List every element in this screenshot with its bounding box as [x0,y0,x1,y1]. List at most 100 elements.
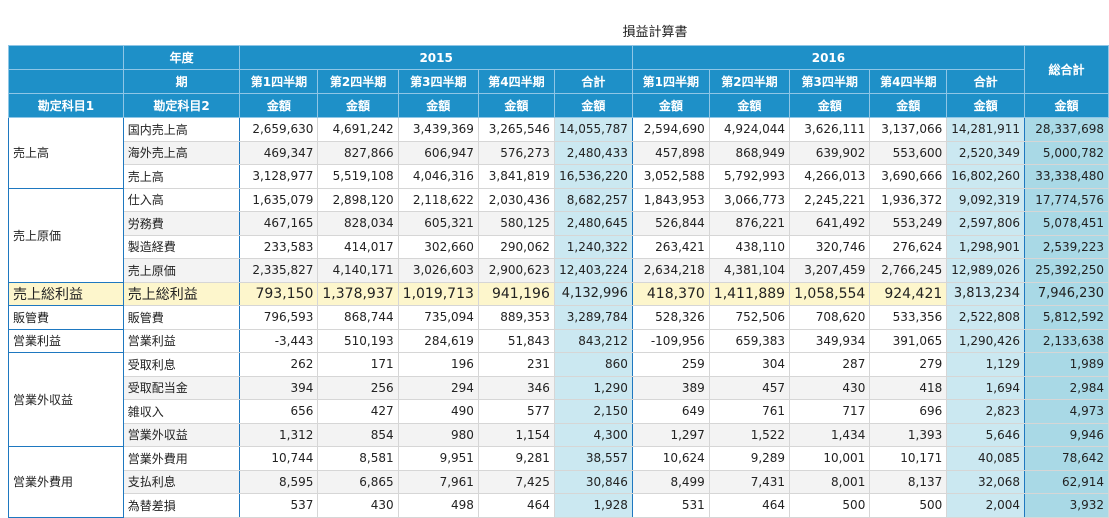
amount-cell: 1,019,713 [397,281,479,306]
amount-cell: 854 [317,422,399,447]
amount-cell: 30,846 [553,469,633,494]
amount-cell: 7,431 [708,469,791,494]
amount-cell: 40,085 [946,446,1025,471]
amount-cell: 2,984 [1023,375,1109,400]
amount-cell: 349,934 [789,328,871,353]
amount-cell: 924,421 [869,281,948,306]
amount-header: 金額 [1023,93,1109,118]
amount-cell: 62,914 [1023,469,1109,494]
amount-cell: 2,150 [553,399,633,424]
amount-cell: 6,865 [317,469,399,494]
amount-cell: 302,660 [397,234,479,259]
amount-cell: 2,480,645 [553,211,633,236]
amount-cell: 1,312 [239,422,319,447]
amount-cell: 10,001 [789,446,871,471]
amount-cell: 1,154 [477,422,555,447]
amount-cell: 231 [477,352,555,377]
subject-label: 製造経費 [122,234,241,259]
table-wrap: 年度 2015 2016 総合計期第1四半期 第2四半期 第3四半期 第4四半期 合計 第1四半… [8,45,1109,518]
amount-cell: 5,792,993 [708,164,791,189]
subject-label: 営業外費用 [122,446,241,471]
data-row: 営業外収益 受取利息 262 171 196 231 860 259 304 287 279 1,12… [8,352,1109,447]
amount-header: 金額 [708,93,791,118]
subject-label: 雑収入 [122,399,241,424]
amount-cell: 171 [317,352,399,377]
amount-header: 金額 [789,93,871,118]
amount-cell: -109,956 [631,328,710,353]
amount-cell: 287 [789,352,871,377]
amount-cell: 457 [708,375,791,400]
amount-cell: 1,843,953 [631,187,710,212]
amount-cell: 735,094 [397,305,479,330]
amount-cell: 294 [397,375,479,400]
header-cell: 年度 [122,45,241,70]
amount-cell: 7,425 [477,469,555,494]
subject-label: 営業利益 [122,328,241,353]
amount-cell: 708,620 [789,305,871,330]
amount-cell: 1,378,937 [317,281,399,306]
amount-cell: 2,480,433 [553,140,633,165]
amount-cell: 1,290 [553,375,633,400]
amount-cell: 3,265,546 [477,117,555,142]
amount-cell: 3,841,819 [477,164,555,189]
subject-label: 仕入高 [122,187,241,212]
data-row: 為替差損 537 430 498 464 1,928 531 464 500 500 2,004 3,… [9,493,1109,518]
period-header: 第2四半期 [708,69,791,94]
amount-cell: 1,290,426 [946,328,1025,353]
amount-cell: 500 [869,493,948,518]
amount-cell: 4,140,171 [317,258,399,283]
amount-cell: 490 [397,399,479,424]
amount-cell: 1,240,322 [553,234,633,259]
amount-cell: 889,353 [477,305,555,330]
amount-cell: 4,046,316 [397,164,479,189]
group-label: 営業外費用 [8,446,124,518]
amount-cell: 3,026,603 [397,258,479,283]
amount-cell: 457,898 [631,140,710,165]
amount-cell: 5,078,451 [1023,211,1109,236]
amount-cell: 3,289,784 [553,305,633,330]
amount-cell: 3,626,111 [789,117,871,142]
subject-label: 売上原価 [122,258,241,283]
data-row: 営業外費用 営業外費用 10,744 8,581 9,951 9,281 38,557 10,… [8,446,1109,518]
data-row: 売上原価 仕入高 1,635,079 2,898,120 2,118,622 2,030,… [8,187,1109,283]
subject-label: 売上高 [122,164,241,189]
amount-cell: 10,171 [869,446,948,471]
group-label: 売上原価 [8,187,124,283]
amount-cell: 696 [869,399,948,424]
data-row: 売上総利益 売上総利益 793,150 1,378,937 1,019,713 941,1… [8,281,1109,306]
amount-cell: 4,132,996 [553,281,633,306]
amount-cell: 5,519,108 [317,164,399,189]
amount-cell: 8,001 [789,469,871,494]
amount-cell: 38,557 [553,446,633,471]
data-row: 売上原価 2,335,827 4,140,171 3,026,603 2,900,623… [9,258,1109,283]
subject-label: 営業外収益 [122,422,241,447]
amount-cell: 553,600 [869,140,948,165]
amount-cell: 577 [477,399,555,424]
amount-cell: 827,866 [317,140,399,165]
amount-cell: 659,383 [708,328,791,353]
amount-cell: 3,813,234 [946,281,1025,306]
amount-cell: 3,207,459 [789,258,871,283]
amount-cell: 553,249 [869,211,948,236]
amount-cell: 8,499 [631,469,710,494]
amount-cell: 2,900,623 [477,258,555,283]
data-row: 製造経費 233,583 414,017 302,660 290,062 1,240,32… [9,234,1109,259]
amount-cell: 290,062 [477,234,555,259]
amount-cell: 8,137 [869,469,948,494]
amount-header: 金額 [239,93,319,118]
amount-cell: 259 [631,352,710,377]
amount-cell: 427 [317,399,399,424]
amount-cell: 1,411,889 [708,281,791,306]
amount-cell: 828,034 [317,211,399,236]
amount-cell: 4,266,013 [789,164,871,189]
amount-cell: 2,520,349 [946,140,1025,165]
amount-cell: 3,128,977 [239,164,319,189]
amount-cell: 531 [631,493,710,518]
amount-cell: 2,634,218 [631,258,710,283]
amount-cell: 843,212 [553,328,633,353]
amount-header: 金額 [397,93,479,118]
amount-cell: 500 [789,493,871,518]
amount-cell: 276,624 [869,234,948,259]
amount-cell: 25,392,250 [1023,258,1109,283]
